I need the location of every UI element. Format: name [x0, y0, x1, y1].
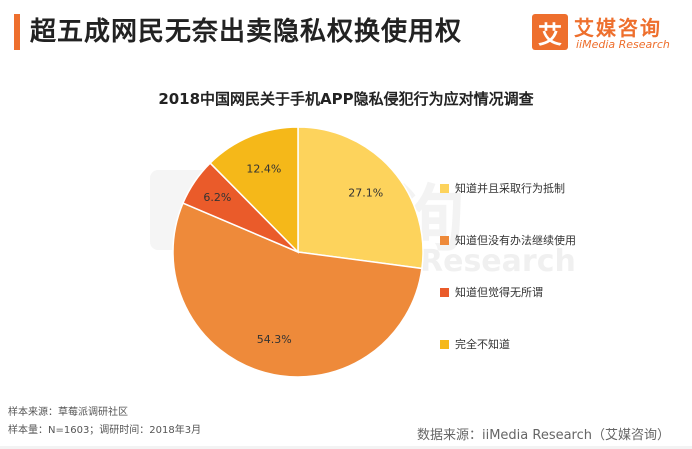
legend-label: 完全不知道	[455, 338, 510, 351]
legend-item: 知道但没有办法继续使用	[440, 230, 576, 250]
logo-name-cn: 艾媒咨询	[574, 16, 662, 40]
page-title: 超五成网民无奈出卖隐私权换使用权	[30, 17, 463, 47]
data-source: 数据来源：iiMedia Research（艾媒咨询）	[416, 428, 670, 443]
brand-logo: 艾 艾媒咨询 iiMedia Research	[532, 12, 672, 56]
legend-label: 知道但没有办法继续使用	[455, 234, 576, 247]
sample-size: 样本量：N=1603；调研时间：2018年3月	[8, 425, 202, 436]
slice-value-label: 27.1%	[348, 187, 383, 200]
legend-swatch-1	[440, 235, 449, 245]
chart-title: 2018中国网民关于手机APP隐私侵犯行为应对情况调查	[158, 90, 534, 108]
slice-value-label: 12.4%	[246, 163, 281, 176]
sample-notes: 样本来源：草莓派调研社区 样本量：N=1603；调研时间：2018年3月	[8, 404, 201, 440]
logo-name-en: iiMedia Research	[576, 38, 670, 51]
legend-item: 完全不知道	[440, 334, 576, 354]
legend-swatch-0	[440, 183, 449, 193]
legend-item: 知道但觉得无所谓	[440, 282, 576, 302]
sample-source: 样本来源：草莓派调研社区	[8, 407, 128, 418]
legend-label: 知道但觉得无所谓	[455, 286, 543, 299]
logo-mark-icon: 艾	[532, 14, 568, 50]
title-accent-bar	[14, 14, 20, 50]
slice-value-label: 6.2%	[203, 191, 231, 204]
bottom-divider	[0, 446, 692, 449]
pie-slice	[297, 126, 424, 270]
pie-slice	[172, 202, 423, 378]
legend-swatch-2	[440, 287, 449, 297]
legend-item: 知道并且采取行为抵制	[440, 178, 576, 198]
legend-swatch-3	[440, 339, 449, 349]
chart-legend: 知道并且采取行为抵制 知道但没有办法继续使用 知道但觉得无所谓 完全不知道	[440, 178, 576, 386]
slice-value-label: 54.3%	[257, 333, 292, 346]
legend-label: 知道并且采取行为抵制	[455, 182, 565, 195]
pie-slice	[209, 126, 299, 254]
